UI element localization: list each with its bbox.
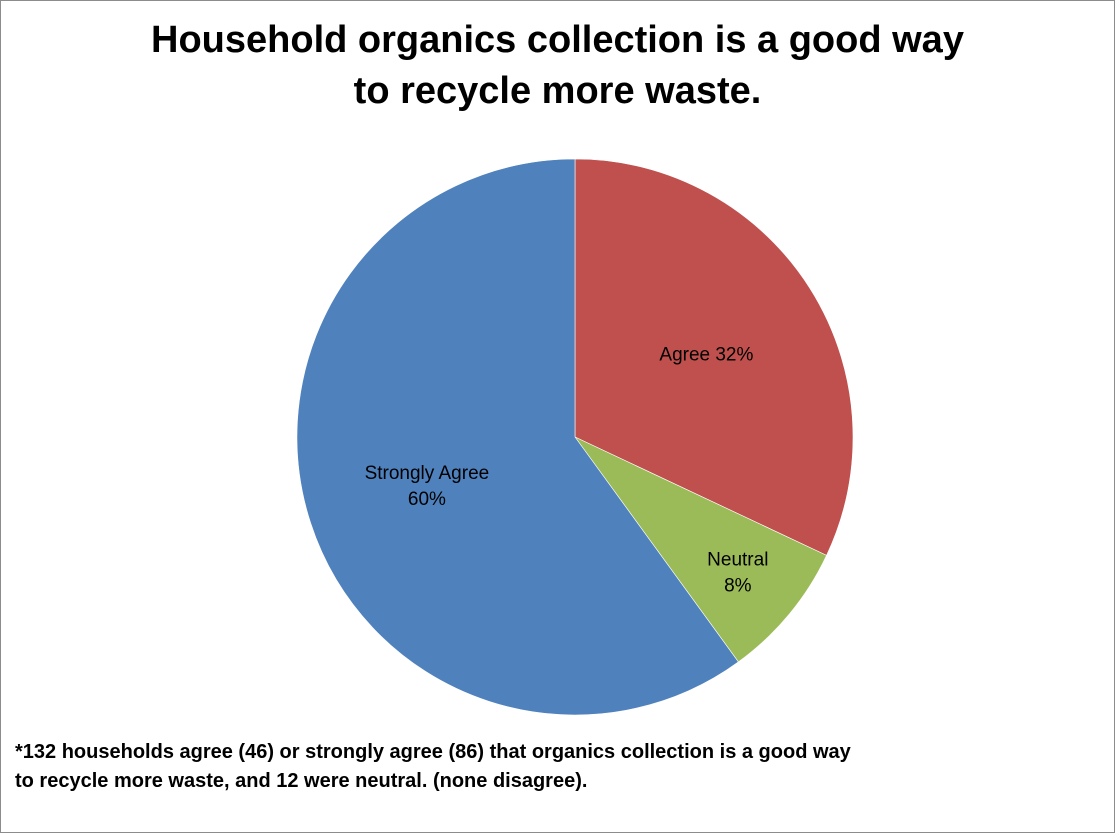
chart-title-line-1: Household organics collection is a good … [151,19,964,61]
chart-title-line-2: to recycle more waste. [353,70,762,112]
slice-label-agree-line-1: Agree 32% [659,345,753,366]
footnote-line-2: to recycle more waste, and 12 were neutr… [15,770,588,792]
footnote-line-1: *132 households agree (46) or strongly a… [15,741,851,763]
chart-footnote: *132 households agree (46) or strongly a… [15,738,1105,796]
slice-label-neutral-line-1: Neutral [707,550,768,571]
pie-slice-strongly-agree [296,158,739,716]
slice-label-strongly-agree-line-1: Strongly Agree [365,463,490,484]
slice-label-strongly-agree-line-2: 60% [408,489,446,510]
slice-label-neutral-line-2: 8% [724,576,752,597]
chart-title: Household organics collection is a good … [1,15,1114,117]
pie-slice-neutral [574,436,827,663]
pie-slice-agree [574,158,854,556]
